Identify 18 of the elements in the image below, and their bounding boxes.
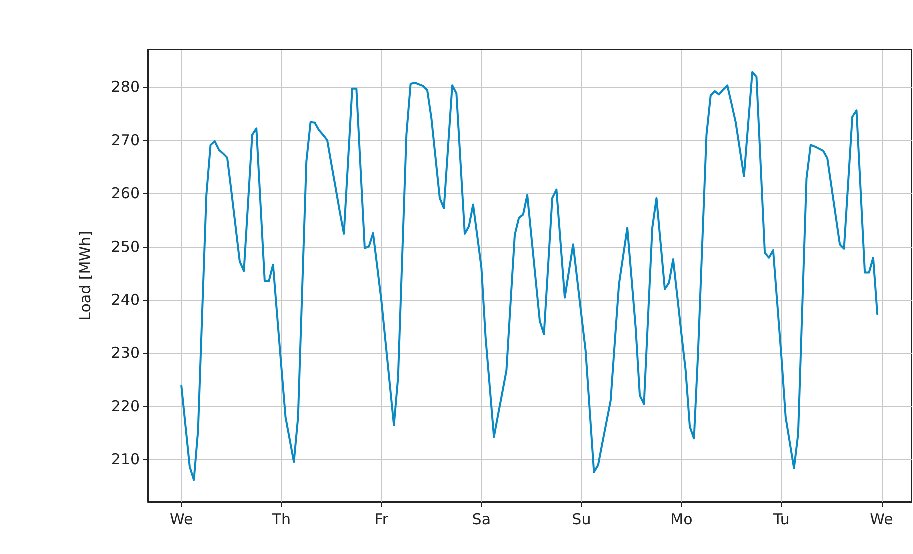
y-tick-label: 240 — [111, 290, 140, 309]
x-tick-label: We — [170, 510, 194, 528]
x-tick-label: We — [870, 510, 894, 528]
y-tick-label: 210 — [111, 450, 140, 468]
y-tick-label: 260 — [111, 184, 140, 203]
line-series — [180, 71, 879, 482]
y-tick-label: 250 — [111, 238, 140, 256]
y-tick-label: 270 — [111, 131, 140, 150]
y-tick-label: 230 — [111, 344, 140, 362]
y-axis-title: Load [MWh] — [76, 231, 94, 321]
x-tick-label: Su — [572, 510, 592, 528]
x-tick-label: Th — [271, 510, 291, 528]
x-tick-label: Tu — [772, 510, 790, 528]
x-tick-label: Fr — [374, 510, 390, 528]
x-tick-label: Sa — [472, 510, 492, 528]
y-tick-label: 280 — [111, 78, 140, 96]
x-tick-label: Mo — [670, 510, 693, 528]
y-tick-label: 220 — [111, 397, 140, 416]
